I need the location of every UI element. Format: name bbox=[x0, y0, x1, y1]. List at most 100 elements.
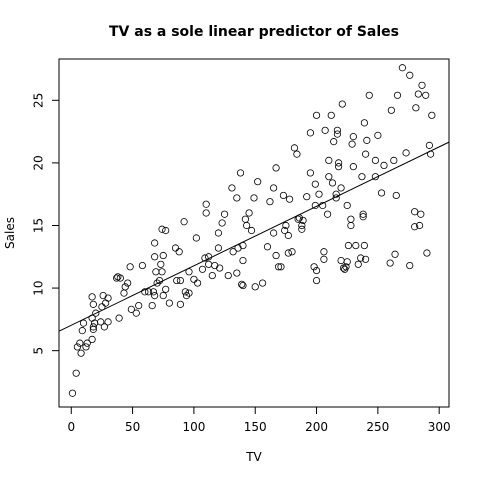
data-point bbox=[135, 302, 143, 310]
y-axis-label: Sales bbox=[3, 217, 17, 249]
data-point bbox=[422, 91, 430, 99]
data-point bbox=[192, 234, 200, 242]
data-point bbox=[320, 248, 328, 256]
data-point bbox=[171, 244, 180, 252]
data-point bbox=[288, 248, 296, 256]
data-point bbox=[406, 261, 414, 270]
data-point bbox=[104, 318, 112, 326]
data-point bbox=[333, 126, 341, 134]
data-point bbox=[428, 111, 436, 119]
data-point bbox=[312, 276, 321, 285]
plot-frame bbox=[58, 58, 450, 408]
data-point bbox=[115, 314, 123, 322]
data-point bbox=[245, 209, 253, 217]
data-point bbox=[124, 279, 132, 287]
y-tick-label: 5 bbox=[32, 347, 46, 355]
x-tick-label: 50 bbox=[125, 420, 140, 434]
data-points bbox=[68, 64, 436, 397]
data-point bbox=[390, 156, 398, 164]
data-point bbox=[79, 319, 88, 327]
data-point bbox=[158, 268, 166, 276]
data-point bbox=[148, 302, 156, 310]
data-point bbox=[363, 136, 371, 144]
data-point bbox=[88, 293, 96, 301]
data-point bbox=[120, 289, 128, 297]
data-point bbox=[151, 239, 159, 247]
x-axis: 0 50 100 150 200 250 300 bbox=[67, 407, 451, 434]
data-point bbox=[299, 216, 307, 225]
chart-title: TV as a sole linear predictor of Sales bbox=[109, 24, 399, 40]
data-point bbox=[239, 256, 247, 265]
data-point bbox=[328, 179, 337, 187]
y-tick-label: 15 bbox=[32, 218, 46, 233]
data-point bbox=[162, 285, 170, 293]
data-point bbox=[102, 299, 110, 307]
x-tick-label: 100 bbox=[182, 420, 205, 434]
data-point bbox=[151, 291, 159, 300]
data-point bbox=[127, 305, 135, 313]
data-point bbox=[126, 263, 134, 271]
data-point bbox=[391, 250, 399, 258]
data-point bbox=[311, 180, 319, 188]
data-point bbox=[173, 276, 181, 285]
data-point bbox=[214, 244, 223, 252]
data-point bbox=[274, 263, 283, 271]
data-point bbox=[321, 126, 329, 134]
data-point bbox=[337, 256, 345, 265]
data-point bbox=[406, 71, 414, 79]
data-point bbox=[423, 249, 431, 257]
data-point bbox=[208, 271, 216, 280]
data-point bbox=[180, 218, 188, 226]
data-point bbox=[371, 156, 380, 164]
data-point bbox=[270, 184, 278, 192]
data-point bbox=[181, 288, 189, 296]
data-point bbox=[201, 254, 209, 262]
data-point bbox=[392, 191, 400, 200]
data-point bbox=[335, 159, 343, 167]
data-point bbox=[360, 119, 368, 127]
data-point bbox=[279, 191, 288, 200]
data-point bbox=[113, 274, 121, 282]
data-point bbox=[144, 288, 153, 296]
data-point bbox=[411, 223, 419, 231]
data-point bbox=[294, 215, 302, 223]
data-point bbox=[89, 300, 97, 308]
y-axis: 5 10 15 20 25 bbox=[32, 93, 59, 355]
data-point bbox=[374, 131, 382, 139]
data-point bbox=[153, 279, 161, 287]
data-point bbox=[312, 266, 321, 275]
data-point bbox=[254, 178, 262, 186]
data-point bbox=[162, 226, 170, 235]
data-point bbox=[72, 369, 80, 377]
data-point bbox=[132, 309, 140, 317]
data-point bbox=[90, 319, 99, 327]
data-point bbox=[157, 260, 165, 268]
data-point bbox=[333, 130, 341, 138]
data-point bbox=[158, 225, 166, 233]
data-point bbox=[78, 327, 86, 335]
data-point bbox=[365, 91, 373, 99]
data-point bbox=[233, 269, 241, 277]
data-point bbox=[185, 289, 193, 297]
data-point bbox=[306, 129, 315, 137]
data-point bbox=[238, 280, 246, 288]
data-point bbox=[354, 260, 362, 268]
data-point bbox=[303, 193, 311, 201]
data-point bbox=[243, 221, 251, 230]
data-point bbox=[151, 253, 159, 261]
data-point bbox=[229, 248, 237, 256]
data-point bbox=[387, 106, 395, 114]
y-tick-label: 25 bbox=[32, 93, 46, 108]
data-point bbox=[347, 221, 355, 230]
data-point bbox=[165, 299, 173, 307]
data-point bbox=[263, 243, 272, 251]
data-point bbox=[218, 219, 226, 227]
x-axis-label: TV bbox=[245, 450, 262, 464]
data-point bbox=[152, 268, 160, 276]
data-point bbox=[270, 229, 278, 237]
data-point bbox=[282, 221, 290, 230]
data-point bbox=[73, 343, 81, 351]
data-point bbox=[224, 271, 232, 280]
data-point bbox=[362, 255, 370, 263]
